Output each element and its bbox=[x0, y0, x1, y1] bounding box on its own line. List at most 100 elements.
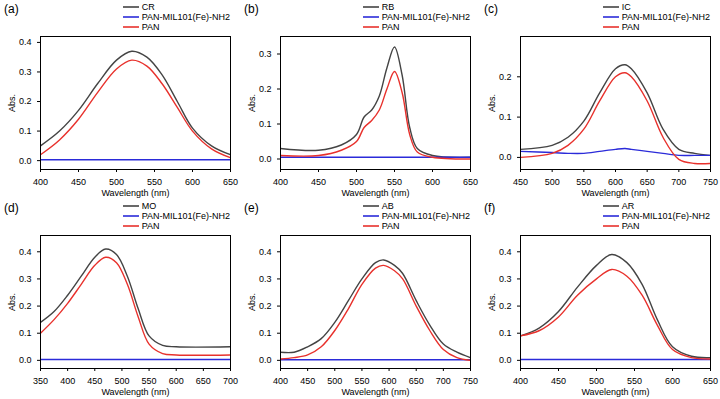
svg-text:0.3: 0.3 bbox=[259, 274, 272, 284]
html-text:(a): (a) bbox=[4, 2, 19, 16]
html-text:CR: CR bbox=[141, 2, 155, 12]
svg-text:0.1: 0.1 bbox=[499, 112, 512, 122]
svg-text:450: 450 bbox=[300, 376, 315, 386]
svg-text:0.4: 0.4 bbox=[499, 247, 512, 257]
svg-text:650: 650 bbox=[409, 376, 424, 386]
svg-text:400: 400 bbox=[33, 177, 48, 187]
svg-text:500: 500 bbox=[109, 177, 124, 187]
svg-text:650: 650 bbox=[463, 177, 478, 187]
svg-text:450: 450 bbox=[87, 376, 102, 386]
svg-text:Abs.: Abs. bbox=[7, 94, 17, 112]
svg-text:600: 600 bbox=[425, 177, 440, 187]
svg-text:600: 600 bbox=[382, 376, 397, 386]
svg-text:600: 600 bbox=[169, 376, 184, 386]
html-text:PAN: PAN bbox=[141, 22, 160, 32]
svg-text:Abs.: Abs. bbox=[487, 293, 497, 311]
svg-text:0.0: 0.0 bbox=[259, 154, 272, 164]
svg-text:Abs.: Abs. bbox=[247, 293, 257, 311]
html-text:PAN-MIL101(Fe)-NH2: PAN-MIL101(Fe)-NH2 bbox=[381, 12, 470, 22]
svg-text:400: 400 bbox=[273, 177, 288, 187]
html-text:PAN-MIL101(Fe)-NH2: PAN-MIL101(Fe)-NH2 bbox=[141, 12, 230, 22]
svg-text:0.0: 0.0 bbox=[499, 152, 512, 162]
html-text:PAN: PAN bbox=[381, 22, 400, 32]
svg-text:0.3: 0.3 bbox=[19, 67, 32, 77]
html-text:RB: RB bbox=[381, 2, 395, 12]
html-text:AB: AB bbox=[381, 201, 394, 211]
svg-text:650: 650 bbox=[196, 376, 211, 386]
svg-text:0.3: 0.3 bbox=[259, 49, 272, 59]
svg-text:550: 550 bbox=[387, 177, 402, 187]
svg-text:400: 400 bbox=[513, 376, 528, 386]
html-text:PAN-MIL101(Fe)-NH2: PAN-MIL101(Fe)-NH2 bbox=[141, 211, 230, 221]
svg-text:500: 500 bbox=[327, 376, 342, 386]
svg-text:0.1: 0.1 bbox=[19, 328, 32, 338]
svg-text:Wavelength (nm): Wavelength (nm) bbox=[101, 387, 169, 397]
html-text:(b): (b) bbox=[244, 2, 259, 16]
svg-text:500: 500 bbox=[589, 376, 604, 386]
svg-text:0.1: 0.1 bbox=[19, 126, 32, 136]
svg-text:Wavelength (nm): Wavelength (nm) bbox=[101, 188, 169, 198]
svg-text:550: 550 bbox=[147, 177, 162, 187]
svg-text:450: 450 bbox=[513, 177, 528, 187]
svg-text:550: 550 bbox=[354, 376, 369, 386]
html-text:PAN-MIL101(Fe)-NH2: PAN-MIL101(Fe)-NH2 bbox=[381, 211, 470, 221]
svg-text:Wavelength (nm): Wavelength (nm) bbox=[341, 387, 409, 397]
svg-text:550: 550 bbox=[627, 376, 642, 386]
svg-text:600: 600 bbox=[608, 177, 623, 187]
svg-text:0.4: 0.4 bbox=[19, 37, 32, 47]
svg-text:750: 750 bbox=[703, 177, 718, 187]
svg-text:700: 700 bbox=[671, 177, 686, 187]
svg-text:0.1: 0.1 bbox=[259, 328, 272, 338]
svg-text:450: 450 bbox=[311, 177, 326, 187]
svg-text:0.2: 0.2 bbox=[499, 301, 512, 311]
svg-text:0.4: 0.4 bbox=[259, 247, 272, 257]
svg-text:400: 400 bbox=[273, 376, 288, 386]
svg-text:0.4: 0.4 bbox=[19, 247, 32, 257]
svg-text:650: 650 bbox=[223, 177, 238, 187]
html-text:(e): (e) bbox=[244, 201, 259, 215]
svg-text:500: 500 bbox=[545, 177, 560, 187]
svg-text:Abs.: Abs. bbox=[247, 94, 257, 112]
svg-text:0.3: 0.3 bbox=[499, 274, 512, 284]
svg-text:Abs.: Abs. bbox=[487, 94, 497, 112]
svg-text:0.2: 0.2 bbox=[19, 301, 32, 311]
svg-text:450: 450 bbox=[551, 376, 566, 386]
svg-text:0.0: 0.0 bbox=[259, 355, 272, 365]
svg-text:Abs.: Abs. bbox=[7, 293, 17, 311]
svg-text:0.2: 0.2 bbox=[19, 96, 32, 106]
html-text:(f): (f) bbox=[484, 201, 496, 215]
svg-text:500: 500 bbox=[349, 177, 364, 187]
svg-text:650: 650 bbox=[703, 376, 718, 386]
svg-text:0.0: 0.0 bbox=[499, 355, 512, 365]
svg-text:550: 550 bbox=[576, 177, 591, 187]
svg-text:0.0: 0.0 bbox=[19, 156, 32, 166]
html-text:(c): (c) bbox=[484, 2, 498, 16]
svg-text:0.2: 0.2 bbox=[259, 301, 272, 311]
svg-text:0.1: 0.1 bbox=[499, 328, 512, 338]
svg-text:0.0: 0.0 bbox=[19, 355, 32, 365]
html-text:MO: MO bbox=[141, 201, 157, 211]
svg-text:Wavelength (nm): Wavelength (nm) bbox=[581, 387, 649, 397]
svg-text:450: 450 bbox=[71, 177, 86, 187]
svg-text:400: 400 bbox=[60, 376, 75, 386]
html-text:PAN: PAN bbox=[621, 22, 640, 32]
svg-text:0.2: 0.2 bbox=[499, 72, 512, 82]
html-text:IC: IC bbox=[621, 2, 631, 12]
html-text:(d): (d) bbox=[4, 201, 19, 215]
svg-text:Wavelength (nm): Wavelength (nm) bbox=[341, 188, 409, 198]
svg-text:Wavelength (nm): Wavelength (nm) bbox=[581, 188, 649, 198]
svg-text:550: 550 bbox=[142, 376, 157, 386]
svg-text:350: 350 bbox=[33, 376, 48, 386]
svg-text:0.1: 0.1 bbox=[259, 119, 272, 129]
html-text:PAN: PAN bbox=[141, 221, 160, 231]
svg-text:700: 700 bbox=[223, 376, 238, 386]
svg-text:600: 600 bbox=[185, 177, 200, 187]
svg-text:700: 700 bbox=[436, 376, 451, 386]
svg-text:0.2: 0.2 bbox=[259, 84, 272, 94]
svg-text:500: 500 bbox=[114, 376, 129, 386]
html-text:PAN-MIL101(Fe)-NH2: PAN-MIL101(Fe)-NH2 bbox=[621, 12, 710, 22]
svg-text:600: 600 bbox=[665, 376, 680, 386]
svg-text:750: 750 bbox=[463, 376, 478, 386]
svg-text:0.3: 0.3 bbox=[19, 274, 32, 284]
svg-text:650: 650 bbox=[640, 177, 655, 187]
